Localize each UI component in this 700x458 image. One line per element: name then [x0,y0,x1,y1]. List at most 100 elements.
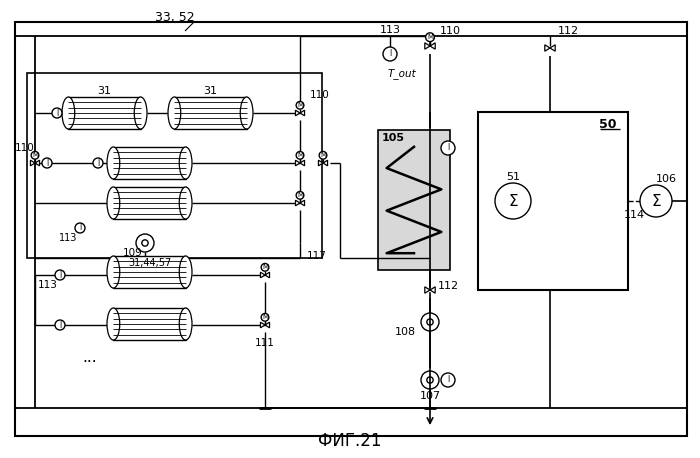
Text: 51: 51 [506,172,520,182]
Circle shape [421,313,439,331]
Text: M: M [320,153,326,158]
Bar [378,130,450,270]
Circle shape [427,377,433,383]
Bar [478,112,628,290]
Polygon shape [300,110,304,116]
Bar [113,147,186,179]
Text: Σ: Σ [508,193,518,208]
Circle shape [441,373,455,387]
Text: 113: 113 [59,233,77,243]
Text: 50: 50 [598,118,616,131]
Text: I: I [447,143,449,153]
Polygon shape [295,200,300,206]
Text: Σ: Σ [651,193,661,208]
Text: 112: 112 [558,26,579,36]
Text: ФИГ.21: ФИГ.21 [318,432,382,450]
Circle shape [55,270,65,280]
Text: 112: 112 [438,281,459,291]
Text: M: M [297,153,303,158]
Text: M: M [262,314,268,320]
Ellipse shape [107,256,120,288]
Text: 33, 52: 33, 52 [155,11,195,24]
Text: 113: 113 [379,25,400,35]
Text: T_out: T_out [388,68,416,79]
Text: 110: 110 [15,143,35,153]
Ellipse shape [179,187,192,219]
Circle shape [261,263,269,271]
Bar [27,73,322,258]
Text: 105: 105 [382,133,405,143]
Circle shape [296,191,304,199]
Text: 31: 31 [203,86,217,96]
Text: 114: 114 [624,210,645,220]
Circle shape [319,152,327,159]
Text: M: M [427,34,433,40]
Circle shape [296,152,304,159]
Text: 117: 117 [307,251,327,261]
Text: I: I [389,49,391,59]
Bar [69,97,141,129]
Circle shape [427,319,433,325]
Text: 111: 111 [255,338,275,348]
Polygon shape [295,160,300,166]
Text: 106: 106 [655,174,676,184]
Polygon shape [425,287,430,293]
Text: 109: 109 [123,248,143,258]
Text: M: M [262,264,268,270]
Text: ...: ... [83,350,97,365]
Polygon shape [260,322,265,328]
Circle shape [55,320,65,330]
Ellipse shape [107,308,120,340]
Bar [174,97,246,129]
Bar [113,256,186,288]
Circle shape [495,183,531,219]
Polygon shape [550,45,555,51]
Circle shape [383,47,397,61]
Circle shape [441,141,455,155]
Bar [113,308,186,340]
Text: 113: 113 [38,280,58,290]
Polygon shape [31,160,35,166]
Polygon shape [260,272,265,278]
Ellipse shape [168,97,181,129]
Polygon shape [430,287,435,293]
Circle shape [75,223,85,233]
Text: 107: 107 [419,391,440,401]
Circle shape [421,371,439,389]
Circle shape [42,158,52,168]
Text: I: I [59,321,61,329]
Text: I: I [46,158,48,168]
Polygon shape [295,110,300,116]
Polygon shape [545,45,550,51]
Circle shape [93,158,103,168]
Ellipse shape [134,97,147,129]
Text: M: M [297,192,303,198]
Circle shape [261,313,269,321]
Ellipse shape [179,147,192,179]
Text: I: I [447,376,449,385]
Polygon shape [318,160,323,166]
Polygon shape [300,160,304,166]
Polygon shape [265,322,270,328]
Ellipse shape [240,97,253,129]
Circle shape [52,108,62,118]
Polygon shape [430,43,435,49]
Circle shape [426,33,435,42]
Circle shape [640,185,672,217]
Polygon shape [425,43,430,49]
Ellipse shape [107,187,120,219]
Text: 110: 110 [440,26,461,36]
Text: 31,44,57: 31,44,57 [128,258,172,268]
Text: I: I [56,109,58,118]
Text: 108: 108 [395,327,416,337]
Ellipse shape [62,97,75,129]
Polygon shape [35,160,39,166]
Ellipse shape [179,256,192,288]
Text: 31: 31 [97,86,111,96]
Text: M: M [297,102,303,108]
Ellipse shape [107,147,120,179]
Ellipse shape [179,308,192,340]
Text: I: I [79,224,81,233]
Circle shape [296,102,304,109]
Text: 110: 110 [310,90,330,100]
